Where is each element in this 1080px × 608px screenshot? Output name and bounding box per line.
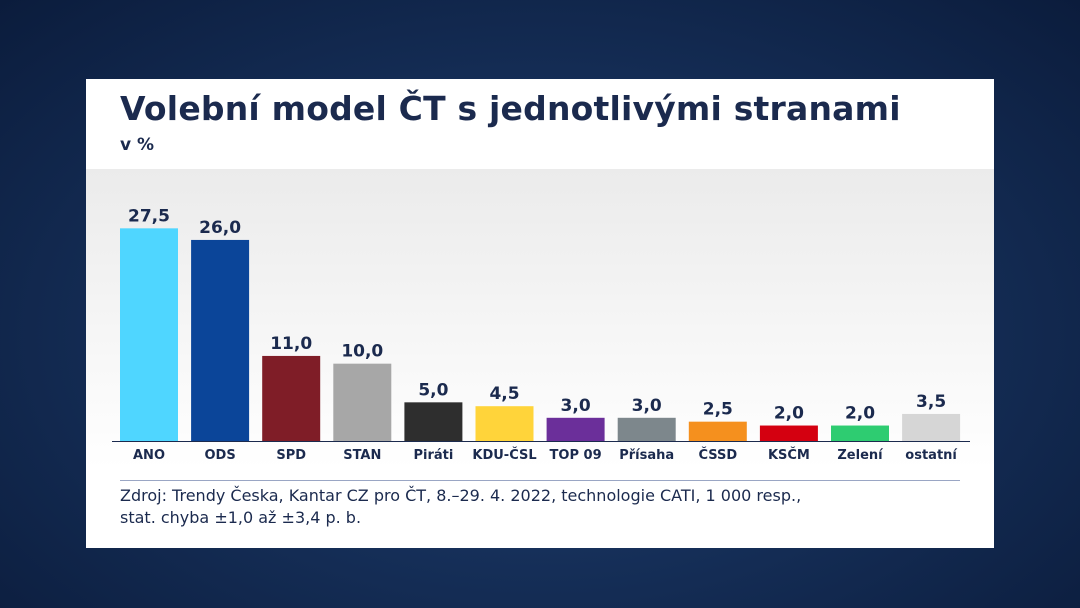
value-label-kscm: 2,0 [774,404,804,424]
source-line-1: Zdroj: Trendy Česka, Kantar CZ pro ČT, 8… [120,486,802,505]
bar-kscm [759,425,818,441]
bar-prisaha [617,417,676,441]
value-label-zeleni: 2,0 [845,404,875,424]
bar-top-09 [546,417,605,441]
bar-chart: 27,5 ANO 26,0 ODS 11,0 SPD 10,0 STAN 5,0 Piráti 4,… [112,206,970,463]
value-label-pirati: 5,0 [418,380,448,400]
category-label-ano: ANO [133,448,165,463]
chart-title: Volební model ČT s jednotlivými stranami [120,89,901,128]
value-label-prisaha: 3,0 [632,396,662,416]
chart-subtitle: v % [120,135,155,155]
category-label-ostatni: ostatní [905,448,958,463]
category-label-cssd: ČSSD [698,447,737,463]
bar-spd [262,355,321,441]
value-label-ostatni: 3,5 [916,392,946,412]
source-line-2: stat. chyba ±1,0 až ±3,4 p. b. [120,508,362,527]
source-note: Zdroj: Trendy Česka, Kantar CZ pro ČT, 8… [120,485,970,529]
bar-kdu-csl [475,406,534,441]
bar-pirati [404,402,463,441]
category-label-kscm: KSČM [768,447,810,463]
category-label-pirati: Piráti [413,448,453,463]
bar-zeleni [831,425,889,441]
bar-stan [333,363,392,441]
bar-ostatni [902,413,961,441]
bar-ods [191,239,250,441]
category-label-kdu-csl: KDU-ČSL [472,447,536,463]
chart-card: Volební model ČT s jednotlivými stranami… [86,79,994,548]
source-divider [120,480,960,481]
category-label-stan: STAN [343,448,381,463]
category-label-prisaha: Přísaha [619,448,674,463]
value-label-kdu-csl: 4,5 [489,384,519,404]
category-label-top-09: TOP 09 [550,448,602,463]
bar-ano [120,228,178,441]
value-label-ano: 27,5 [128,206,170,226]
category-label-ods: ODS [204,448,235,463]
value-label-stan: 10,0 [341,342,383,362]
value-label-cssd: 2,5 [703,400,733,420]
category-label-spd: SPD [276,448,306,463]
value-label-top-09: 3,0 [561,396,591,416]
bar-cssd [688,421,747,441]
value-label-ods: 26,0 [199,218,241,238]
value-label-spd: 11,0 [270,334,312,354]
category-label-zeleni: Zelení [837,448,884,463]
